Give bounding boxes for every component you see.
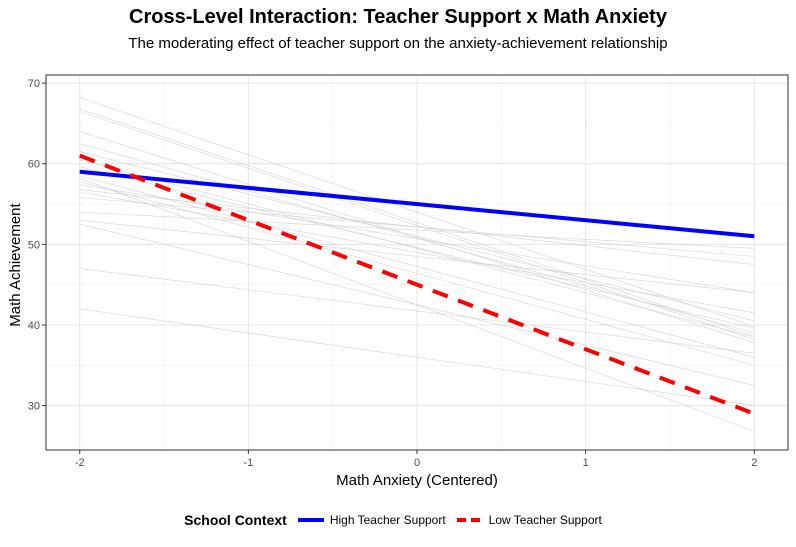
school-trend-line xyxy=(79,166,755,329)
legend-title: School Context xyxy=(184,512,287,528)
legend-label-low-support: Low Teacher Support xyxy=(488,513,602,527)
school-trend-line xyxy=(79,175,755,358)
legend-item-low-support: Low Teacher Support xyxy=(456,513,602,527)
legend: School Context High Teacher Support Low … xyxy=(0,512,796,528)
y-tick-label: 50 xyxy=(28,239,40,251)
y-tick-label: 30 xyxy=(28,401,40,413)
legend-key-low-support xyxy=(456,518,483,522)
x-tick-label: 2 xyxy=(751,457,757,469)
school-trend-line xyxy=(79,177,755,432)
school-trend-line xyxy=(79,211,755,249)
y-tick-label: 60 xyxy=(28,159,40,171)
y-axis-label: Math Achievement xyxy=(7,202,24,326)
legend-key-high-support xyxy=(297,518,324,522)
school-trend-line xyxy=(79,268,755,354)
series-line-low-support xyxy=(79,153,755,416)
school-trend-line xyxy=(79,97,755,327)
x-tick-label: -2 xyxy=(75,457,85,469)
chart-subtitle: The moderating effect of teacher support… xyxy=(128,35,668,52)
school-trend-line xyxy=(79,219,755,294)
y-tick-label: 70 xyxy=(28,78,40,90)
x-tick-label: -1 xyxy=(243,457,253,469)
x-tick-label: 0 xyxy=(414,457,420,469)
school-trend-line xyxy=(79,108,755,337)
x-axis-label: Math Anxiety (Centered) xyxy=(336,472,498,489)
legend-label-high-support: High Teacher Support xyxy=(329,513,446,527)
school-trend-line xyxy=(79,191,755,314)
series-line-high-support xyxy=(79,169,755,239)
legend-item-high-support: High Teacher Support xyxy=(297,513,446,527)
x-tick-label: 1 xyxy=(583,457,589,469)
school-trend-line xyxy=(79,197,755,257)
chart-title: Cross-Level Interaction: Teacher Support… xyxy=(129,6,667,28)
school-trend-line xyxy=(79,184,755,294)
school-trend-line xyxy=(79,159,755,338)
y-tick-label: 40 xyxy=(28,320,40,332)
